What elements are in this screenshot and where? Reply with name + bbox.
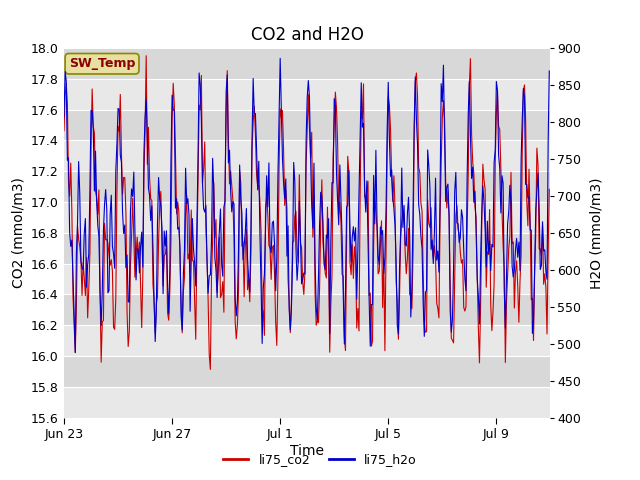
Bar [64,294,550,325]
Bar [64,202,550,233]
X-axis label: Time: Time [290,444,324,458]
Legend: li75_co2, li75_h2o: li75_co2, li75_h2o [218,448,422,471]
Bar [64,356,550,387]
Y-axis label: H2O (mmol/m3): H2O (mmol/m3) [589,177,604,288]
Text: SW_Temp: SW_Temp [69,57,135,70]
Bar [64,233,550,264]
Y-axis label: CO2 (mmol/m3): CO2 (mmol/m3) [11,178,25,288]
Bar [64,48,550,79]
Bar [64,171,550,202]
Bar [64,325,550,356]
Bar [64,264,550,294]
Title: CO2 and H2O: CO2 and H2O [251,25,364,44]
Bar [64,109,550,140]
Bar [64,140,550,171]
Bar [64,387,550,418]
Bar [64,79,550,109]
